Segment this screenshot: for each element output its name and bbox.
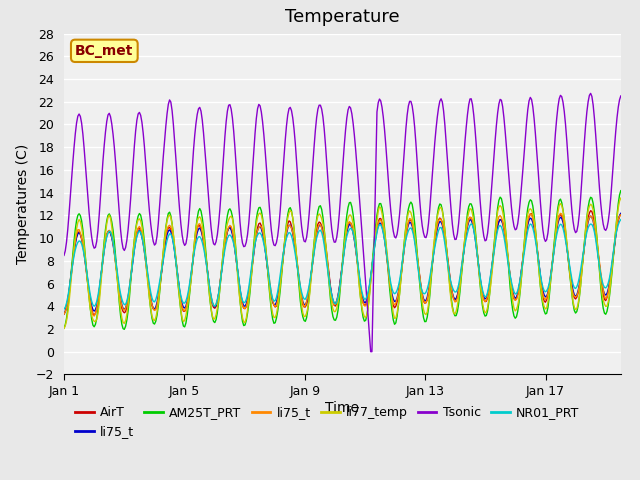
li75_t — [69, 258, 77, 264]
Text: BC_met: BC_met — [75, 44, 134, 58]
li75_t — [616, 213, 623, 218]
li75_t — [261, 243, 269, 249]
li75_t — [256, 224, 264, 229]
NR01_PRT — [617, 217, 625, 223]
li75_t — [260, 237, 268, 243]
Line: AM25T_PRT: AM25T_PRT — [64, 191, 621, 329]
AirT — [617, 211, 625, 217]
li77_temp — [69, 257, 77, 263]
li75_t — [90, 313, 98, 319]
NR01_PRT — [246, 276, 254, 281]
AM25T_PRT — [248, 275, 255, 280]
Tsonic — [260, 132, 268, 138]
li77_temp — [616, 198, 623, 204]
Line: li77_temp: li77_temp — [64, 198, 621, 328]
X-axis label: Time: Time — [325, 401, 360, 415]
Tsonic — [374, 100, 382, 106]
Line: li75_t: li75_t — [64, 214, 621, 316]
AM25T_PRT — [374, 205, 382, 211]
li75_t — [60, 311, 68, 317]
AM25T_PRT — [69, 251, 77, 257]
Line: Tsonic: Tsonic — [64, 94, 621, 352]
Legend: AirT, li75_t, AM25T_PRT, li75_t, li77_temp, Tsonic, NR01_PRT: AirT, li75_t, AM25T_PRT, li75_t, li77_te… — [70, 401, 584, 443]
li75_t — [617, 210, 625, 216]
Tsonic — [617, 93, 625, 99]
Line: li75_t: li75_t — [64, 213, 621, 314]
AM25T_PRT — [617, 188, 625, 193]
AirT — [69, 256, 77, 262]
li75_t — [246, 280, 254, 286]
li75_t — [374, 220, 382, 226]
AirT — [256, 220, 264, 226]
li77_temp — [617, 195, 625, 201]
Tsonic — [246, 205, 254, 211]
li75_t — [60, 311, 68, 317]
li75_t — [248, 270, 255, 276]
li75_t — [239, 300, 246, 305]
li77_temp — [246, 286, 254, 291]
AirT — [587, 208, 595, 214]
li77_temp — [373, 218, 381, 224]
li77_temp — [260, 228, 268, 234]
Line: AirT: AirT — [64, 211, 621, 315]
AirT — [248, 271, 255, 276]
Title: Temperature: Temperature — [285, 9, 400, 26]
Tsonic — [255, 102, 262, 108]
AM25T_PRT — [256, 204, 264, 210]
NR01_PRT — [69, 260, 77, 266]
Tsonic — [367, 349, 374, 355]
li75_t — [617, 212, 625, 218]
AirT — [90, 312, 98, 318]
Y-axis label: Temperatures (C): Temperatures (C) — [17, 144, 30, 264]
Tsonic — [69, 160, 77, 166]
NR01_PRT — [616, 218, 623, 224]
AirT — [240, 305, 248, 311]
li75_t — [69, 259, 77, 264]
li75_t — [373, 228, 381, 233]
li77_temp — [60, 325, 68, 331]
Tsonic — [239, 240, 246, 246]
AirT — [261, 245, 269, 251]
li75_t — [240, 305, 248, 311]
NR01_PRT — [239, 298, 246, 303]
NR01_PRT — [260, 241, 268, 247]
NR01_PRT — [60, 306, 68, 312]
AM25T_PRT — [240, 323, 248, 328]
AM25T_PRT — [120, 326, 128, 332]
AirT — [374, 219, 382, 225]
AM25T_PRT — [261, 237, 269, 243]
li77_temp — [239, 315, 246, 321]
Tsonic — [60, 252, 68, 258]
AirT — [60, 311, 68, 317]
li75_t — [557, 211, 564, 216]
AM25T_PRT — [60, 325, 68, 331]
Line: NR01_PRT: NR01_PRT — [64, 220, 621, 309]
Tsonic — [587, 91, 595, 96]
NR01_PRT — [373, 229, 381, 235]
